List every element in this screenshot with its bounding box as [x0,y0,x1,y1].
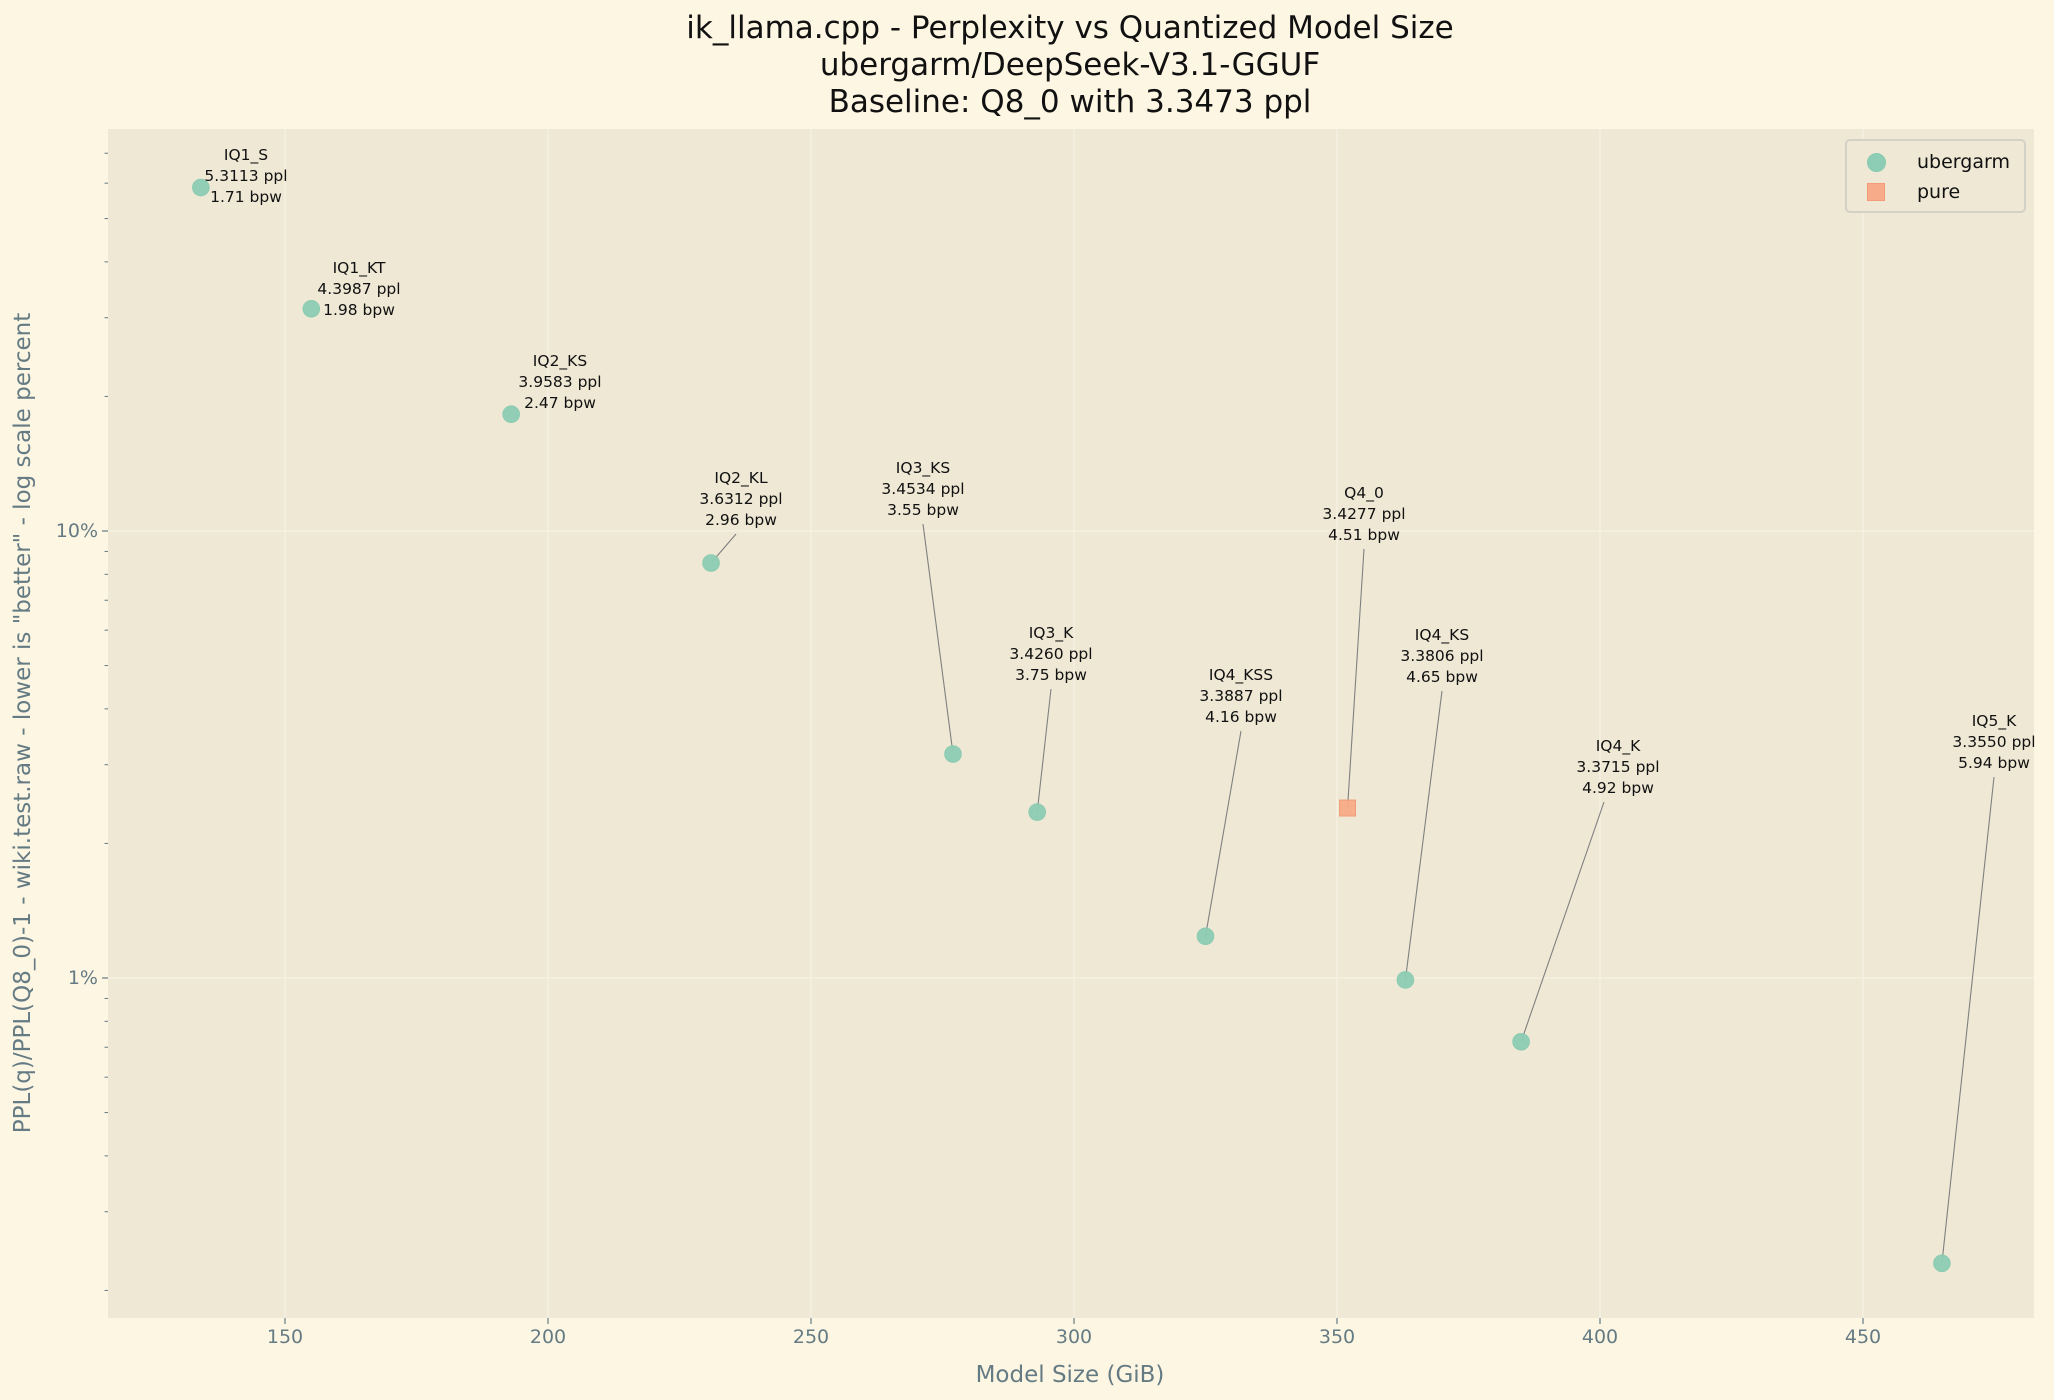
title-line-2: ubergarm/DeepSeek-V3.1-GGUF [819,47,1321,83]
x-tick-label: 450 [1844,1326,1882,1348]
annotation-bpw: 5.94 bpw [1958,754,2030,772]
x-tick-label: 150 [266,1326,304,1348]
annotation-name: IQ4_KS [1414,626,1470,644]
annotation-ppl: 3.4277 ppl [1322,505,1406,523]
grid-lines [108,129,2034,1318]
annotation-ppl: 3.4260 ppl [1009,645,1093,663]
title-line-1: ik_llama.cpp - Perplexity vs Quantized M… [686,10,1454,46]
annotation-name: IQ2_KL [714,469,768,487]
annotation-bpw: 4.65 bpw [1406,668,1478,686]
annotation-ppl: 3.6312 ppl [699,490,783,508]
annotation-iq4_k: IQ4_K 3.3715 ppl 4.92 bpw [1576,736,1659,799]
legend: ubergarm pure [1845,139,2026,213]
legend-item-ubergarm: ubergarm [1847,148,2024,176]
y-axis-label: PPL(q)/PPL(Q8_0)-1 - wiki.test.raw - low… [10,312,36,1134]
annotation-iq4_kss: IQ4_KSS 3.3887 ppl 4.16 bpw [1199,665,1282,728]
annotation-ppl: 3.3887 ppl [1199,687,1283,705]
annotation-name: IQ4_KSS [1208,666,1274,684]
annotation-bpw: 3.55 bpw [887,501,959,519]
annotation-name: IQ1_S [223,146,269,164]
annotation-bpw: 1.71 bpw [210,188,282,206]
legend-label: pure [1917,181,1961,203]
data-point-IQ4_KSS [1196,927,1215,946]
annotation-bpw: 4.51 bpw [1328,526,1400,544]
data-points [192,178,1951,1273]
annotation-bpw: 1.98 bpw [323,301,395,319]
x-tick-label: 400 [1581,1326,1619,1348]
annotation-ppl: 3.9583 ppl [518,373,602,391]
data-point-IQ1_KT [302,300,321,318]
annotation-bpw: 3.75 bpw [1015,666,1087,684]
x-tick-label: 300 [1055,1326,1093,1348]
annotation-iq3_k: IQ3_K 3.4260 ppl 3.75 bpw [1009,623,1092,686]
annotation-name: IQ3_K [1028,624,1074,642]
annotation-name: IQ3_KS [895,459,951,477]
data-point-IQ3_K [1028,803,1046,821]
annotation-bpw: 4.16 bpw [1205,708,1277,726]
data-point-IQ2_KS [502,405,520,424]
x-axis-label: Model Size (GiB) [975,1362,1165,1388]
y-tick-label: 10% [55,520,98,542]
x-tick-label: 250 [792,1326,830,1348]
square-marker-icon [1867,183,1885,201]
annotation-bpw: 4.92 bpw [1582,779,1654,797]
data-point-IQ4_KS [1396,971,1415,989]
annotation-bpw: 2.96 bpw [705,511,777,529]
annotation-ppl: 3.3715 ppl [1576,758,1660,776]
data-point-IQ4_K [1512,1032,1530,1051]
x-tick-label: 350 [1318,1326,1356,1348]
chart-title: ik_llama.cpp - Perplexity vs Quantized M… [0,10,2054,121]
annotation-ppl: 3.4534 ppl [881,480,965,498]
annotation-iq5_k: IQ5_K 3.3550 ppl 5.94 bpw [1952,711,2035,774]
annotation-ppl: 5.3113 ppl [204,167,288,185]
annotation-name: IQ5_K [1971,712,2017,730]
annotation-iq4_ks: IQ4_KS 3.3806 ppl 4.65 bpw [1400,625,1483,688]
annotation-leader-lines [710,523,1995,1264]
title-line-3: Baseline: Q8_0 with 3.3473 ppl [828,84,1312,120]
annotation-bpw: 2.47 bpw [524,394,596,412]
plot-area [108,129,2034,1318]
annotation-q4_0: Q4_0 3.4277 ppl 4.51 bpw [1322,483,1405,546]
data-point-IQ3_KS [944,745,962,763]
axis-ticks [102,152,1864,1324]
annotation-name: IQ2_KS [532,352,588,370]
annotation-ppl: 3.3550 ppl [1952,733,2036,751]
annotation-iq2_kl: IQ2_KL 3.6312 ppl 2.96 bpw [699,468,782,531]
circle-marker-icon [1867,152,1886,172]
y-tick-label: 1% [67,967,98,989]
annotation-ppl: 4.3987 ppl [317,280,401,298]
data-point-Q4_0 [1339,799,1357,817]
annotation-ppl: 3.3806 ppl [1400,647,1484,665]
annotation-iq2_ks: IQ2_KS 3.9583 ppl 2.47 bpw [518,351,601,414]
x-tick-label: 200 [529,1326,567,1348]
data-point-IQ5_K [1933,1254,1951,1273]
annotation-name: IQ4_K [1595,737,1641,755]
data-point-IQ2_KL [702,554,720,572]
annotation-name: IQ1_KT [332,259,386,277]
annotation-name: Q4_0 [1344,484,1384,502]
annotation-iq1_s: IQ1_S 5.3113 ppl 1.71 bpw [204,145,287,208]
legend-item-pure: pure [1847,178,2024,206]
annotation-iq3_ks: IQ3_KS 3.4534 ppl 3.55 bpw [881,458,964,521]
annotation-iq1_kt: IQ1_KT 4.3987 ppl 1.98 bpw [317,258,400,321]
legend-label: ubergarm [1917,151,2010,173]
data-point-IQ1_S [192,178,210,197]
